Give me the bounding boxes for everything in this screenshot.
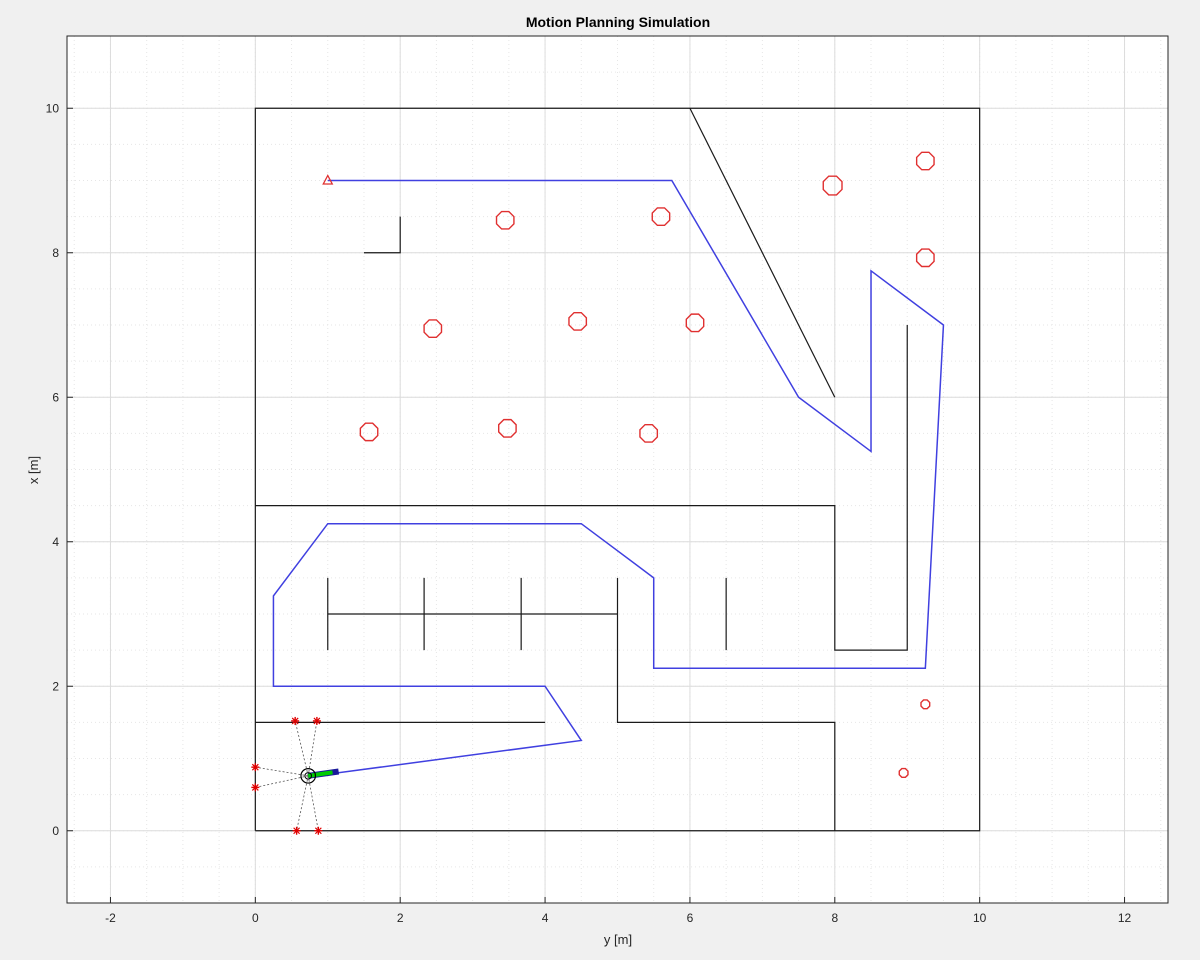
robot-center	[304, 772, 312, 780]
path-line	[272, 179, 945, 778]
x-tick-label: 12	[1118, 911, 1132, 925]
goal	[322, 174, 334, 185]
y-tick-label: 4	[52, 535, 59, 549]
x-axis-label: y [m]	[604, 932, 632, 947]
obstacle-circle	[495, 210, 515, 230]
obstacle-circle	[920, 699, 931, 710]
sensor-hit-marker	[314, 827, 322, 835]
sensor-hit-marker	[251, 763, 259, 771]
obstacle-circle	[423, 319, 443, 339]
y-tick-label: 2	[52, 679, 59, 693]
y-axis-label: x [m]	[26, 456, 41, 484]
robot	[300, 767, 340, 784]
y-tick-label: 6	[52, 390, 59, 404]
sensor-ray	[296, 775, 309, 831]
robot-body	[300, 767, 317, 784]
sensor-hit-marker	[291, 717, 299, 725]
obstacles	[359, 151, 935, 778]
wall-segment	[254, 107, 981, 832]
x-tick-label: 2	[397, 911, 404, 925]
sensor-ray	[255, 766, 309, 777]
sensor-hit-marker	[293, 827, 301, 835]
obstacle-circle	[359, 422, 379, 442]
obstacle-circle	[685, 313, 705, 333]
robot-heading-arrow	[307, 770, 333, 778]
sensor-ray	[294, 720, 309, 776]
axes-box	[66, 35, 1169, 904]
sensor-ray	[307, 775, 319, 831]
obstacle-circle	[915, 248, 935, 268]
wall-segment	[689, 107, 836, 398]
obstacle-circle	[822, 175, 843, 196]
obstacle-circle	[915, 151, 935, 171]
x-tick-label: 10	[973, 911, 987, 925]
planned-path	[272, 179, 945, 778]
x-tick-label: 8	[831, 911, 838, 925]
chart-title: Motion Planning Simulation	[526, 14, 710, 30]
y-tick-label: 0	[52, 824, 59, 838]
y-tick-label: 8	[52, 246, 59, 260]
sensor-ray	[307, 720, 318, 776]
wall-segment	[616, 577, 836, 831]
y-axis-ticks: 0 2 4 6 8 10	[46, 101, 73, 838]
x-tick-label: 4	[542, 911, 549, 925]
obstacle-circle	[651, 207, 671, 227]
x-tick-label: 0	[252, 911, 259, 925]
walls	[254, 107, 981, 832]
obstacle-circle	[568, 311, 588, 331]
y-tick-label: 10	[46, 101, 60, 115]
obstacle-circle	[898, 767, 909, 778]
wall-segment	[255, 325, 908, 651]
obstacle-circle	[639, 423, 659, 443]
x-axis-ticks: -2 0 2 4 6 8 10 12	[105, 897, 1132, 925]
goal-marker	[322, 174, 334, 185]
wall-segment	[363, 216, 401, 254]
sensor-hit-marker	[313, 717, 321, 725]
x-tick-label: 6	[687, 911, 694, 925]
sensor-rays	[251, 716, 323, 835]
x-tick-label: -2	[105, 911, 116, 925]
sensor-ray	[255, 775, 309, 788]
obstacle-circle	[498, 418, 517, 438]
sensor-hit-marker	[251, 783, 259, 791]
